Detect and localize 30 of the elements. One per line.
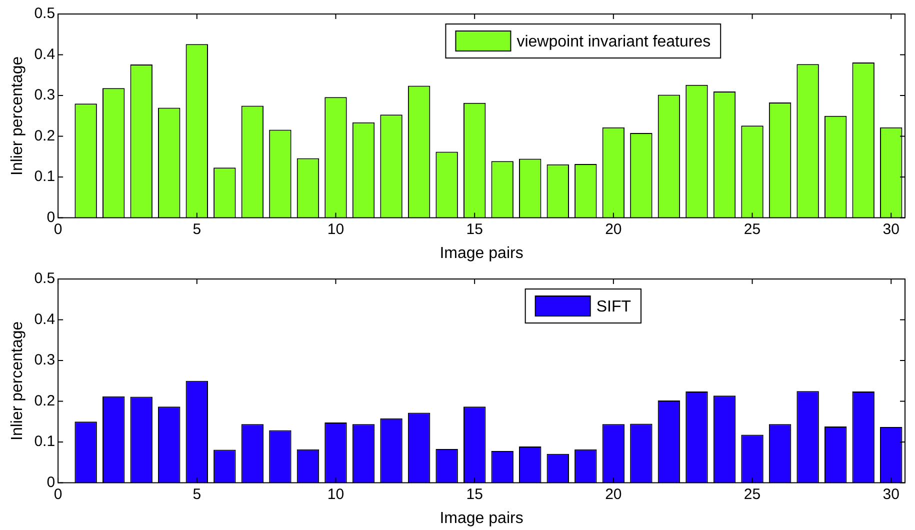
x-tick-label: 30	[882, 220, 900, 238]
y-tick-label: 0	[46, 474, 56, 491]
x-tick-label: 25	[744, 220, 761, 238]
x-tick-label: 15	[466, 220, 483, 238]
y-axis-title: Inlier percentage	[9, 321, 26, 440]
x-tick-label: 10	[327, 486, 344, 503]
x-tick-label: 15	[466, 486, 483, 503]
y-tick-label: 0.5	[34, 270, 56, 288]
x-tick-label: 20	[605, 220, 622, 238]
y-tick-label: 0.2	[34, 392, 56, 410]
x-tick-label: 5	[192, 220, 202, 238]
x-tick-label: 10	[327, 220, 344, 238]
legend-label: SIFT	[596, 298, 632, 316]
x-tick-label: 20	[605, 486, 622, 503]
y-tick-label: 0.5	[34, 5, 56, 22]
y-tick-label: 0.2	[34, 127, 56, 144]
x-axis-title: Image pairs	[440, 510, 524, 527]
y-tick-label: 0.3	[34, 86, 56, 104]
x-tick-label: 30	[882, 486, 900, 503]
y-tick-label: 0.1	[34, 433, 56, 450]
x-axis-title: Image pairs	[440, 244, 524, 262]
y-tick-label: 0	[46, 208, 56, 226]
y-tick-label: 0.3	[34, 352, 56, 369]
y-tick-label: 0.1	[34, 168, 56, 186]
x-tick-label: 25	[744, 486, 761, 503]
y-tick-label: 0.4	[34, 310, 56, 328]
x-tick-label: 5	[192, 486, 202, 503]
legend-label: viewpoint invariant features	[516, 33, 711, 50]
y-tick-label: 0.4	[34, 46, 56, 63]
y-axis-title: Inlier percentage	[9, 56, 26, 176]
